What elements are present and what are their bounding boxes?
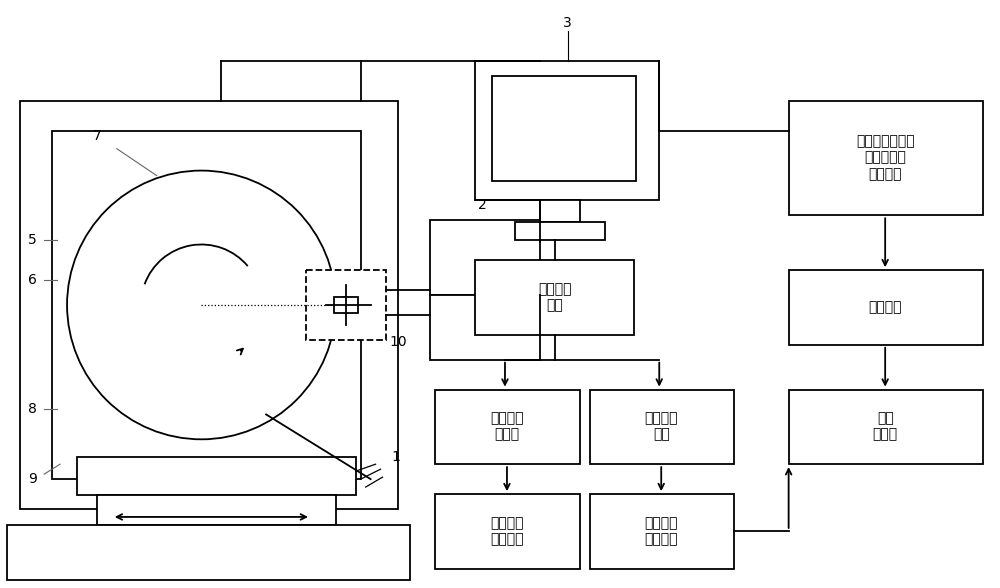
Text: 数据处理
程序: 数据处理 程序 [538, 282, 571, 312]
Text: 反馈机床
补偿进给: 反馈机床 补偿进给 [490, 516, 524, 546]
Bar [515, 222, 605, 240]
Text: 9: 9 [28, 472, 37, 486]
Text: 7: 7 [93, 129, 101, 143]
Text: 2: 2 [478, 198, 486, 212]
Bar [334, 297, 358, 313]
Bar [435, 389, 580, 464]
Text: 6: 6 [28, 273, 37, 287]
Bar [492, 76, 636, 181]
Text: 10: 10 [390, 335, 407, 349]
Text: 3: 3 [563, 16, 572, 31]
Bar [430, 220, 540, 295]
Bar [20, 101, 398, 509]
Text: 5: 5 [28, 233, 37, 248]
Text: 所需
修整量: 所需 修整量 [873, 411, 898, 442]
Bar [306, 270, 386, 340]
Text: 砂轮各处磨损、
圆度误差的
位置信息: 砂轮各处磨损、 圆度误差的 位置信息 [856, 135, 914, 181]
Bar [430, 295, 540, 360]
Text: 1: 1 [391, 450, 400, 464]
Bar [475, 61, 659, 201]
Bar [435, 494, 580, 569]
Bar [475, 260, 634, 335]
Bar [540, 201, 580, 222]
Bar [97, 495, 336, 525]
Bar [789, 101, 983, 215]
Bar [590, 389, 734, 464]
Bar [7, 525, 410, 580]
Text: 砂轮磨损
量大小: 砂轮磨损 量大小 [490, 411, 524, 442]
Text: 砂轮圆度
误差: 砂轮圆度 误差 [644, 411, 678, 442]
Bar [789, 270, 983, 345]
Text: 修整装置: 修整装置 [868, 300, 902, 314]
Text: 8: 8 [28, 402, 37, 416]
Bar [590, 494, 734, 569]
Text: 判断是否
修整砂轮: 判断是否 修整砂轮 [644, 516, 678, 546]
Bar [789, 389, 983, 464]
Bar [77, 457, 356, 495]
Bar [52, 131, 361, 479]
